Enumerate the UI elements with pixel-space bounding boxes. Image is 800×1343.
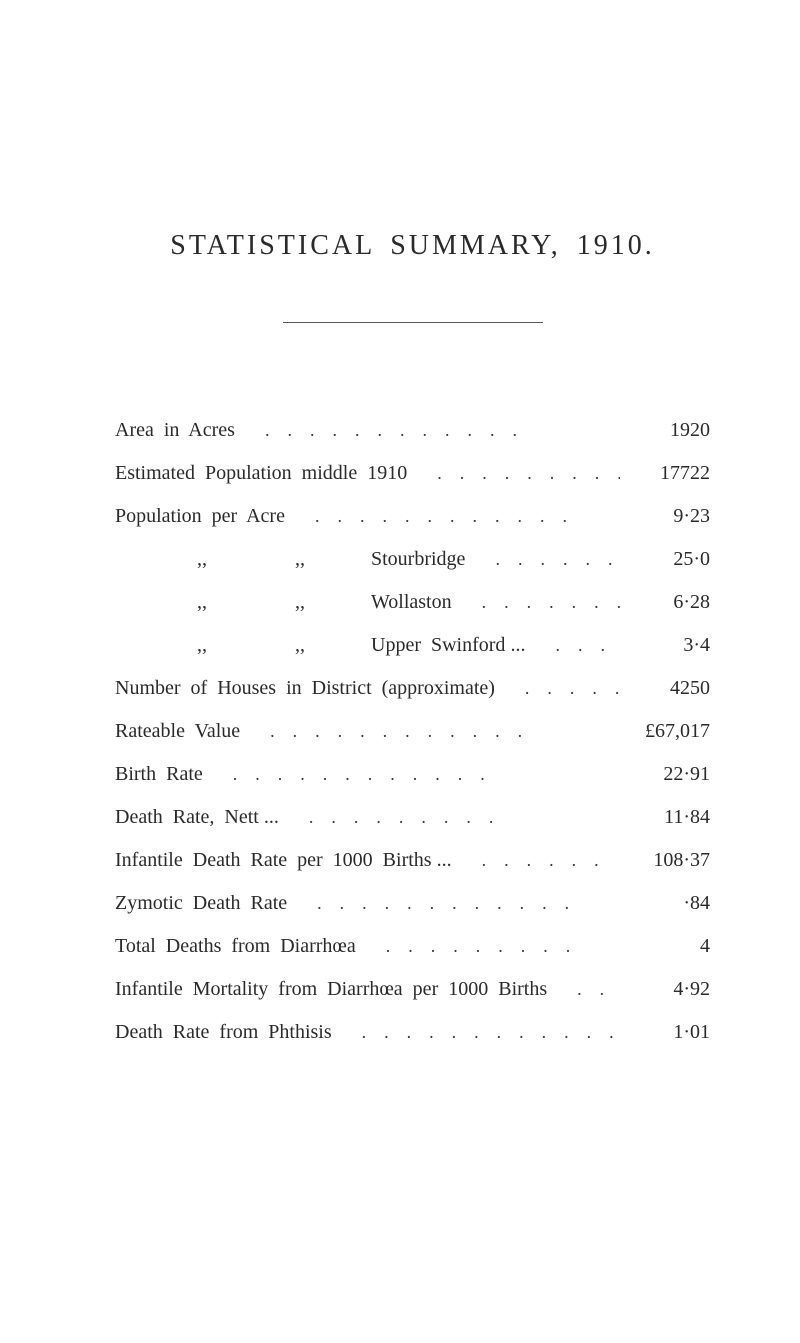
leader-dots: ......... [279, 807, 620, 829]
leader-dots: ......... [356, 936, 620, 958]
stat-label: Estimated Population middle 1910 [115, 461, 407, 485]
stat-row: Rateable Value............£67,017 [115, 719, 710, 743]
leader-dots: ... [547, 979, 620, 1001]
leader-dots: ............ [287, 893, 620, 915]
stat-label-text: Upper Swinford [371, 634, 505, 656]
stat-label: Death Rate, Nett ... [115, 805, 279, 829]
stat-row: Area in Acres............1920 [115, 418, 710, 442]
stat-label-text: Area in Acres [115, 419, 235, 441]
stat-label: Infantile Mortality from Diarrhœa per 10… [115, 977, 547, 1001]
stat-row: ,,,,Upper Swinford .........3·4 [115, 633, 710, 657]
stat-label-text: Population per Acre [115, 505, 285, 527]
stat-label: ,,,, Stourbridge [115, 547, 465, 571]
stat-label: Total Deaths from Diarrhœa [115, 934, 356, 958]
stat-value: £67,017 [600, 719, 710, 743]
leader-dots: ...... [495, 678, 620, 700]
leader-dots: ...... [452, 850, 620, 872]
stat-row: Infantile Death Rate per 1000 Births ...… [115, 848, 710, 872]
stat-row: Infantile Mortality from Diarrhœa per 10… [115, 977, 710, 1001]
stat-label: Death Rate from Phthisis [115, 1020, 332, 1044]
stat-label: ,,,, Upper Swinford ... [115, 633, 525, 657]
stat-row: Death Rate, Nett ............11·84 [115, 805, 710, 829]
stat-row: Birth Rate............22·91 [115, 762, 710, 786]
stat-label: Rateable Value [115, 719, 240, 743]
stat-row: Population per Acre............9·23 [115, 504, 710, 528]
stat-value: 108·37 [620, 848, 710, 872]
stat-row: Zymotic Death Rate............·84 [115, 891, 710, 915]
stat-value: 4 [620, 934, 710, 958]
stat-label: Number of Houses in District (approximat… [115, 676, 495, 700]
ditto-mark: ,, [175, 633, 229, 657]
stat-value: ·84 [620, 891, 710, 915]
stat-label-text: Total Deaths from Diarrhœa [115, 935, 356, 957]
stat-label-text: Wollaston [371, 591, 452, 613]
stat-row: Total Deaths from Diarrhœa.........4 [115, 934, 710, 958]
stat-row: ,,,, Wollaston.........6·28 [115, 590, 710, 614]
divider-wrap [115, 310, 710, 328]
stat-value: 4·92 [620, 977, 710, 1001]
trailing-dots: ... [432, 849, 452, 871]
stat-label-text: Number of Houses in District (approximat… [115, 677, 495, 699]
stat-value: 25·0 [620, 547, 710, 571]
trailing-dots: ... [505, 634, 525, 656]
stat-row: ,,,, Stourbridge.........25·0 [115, 547, 710, 571]
ditto-mark: ,, [273, 547, 327, 571]
stat-label-text: Estimated Population middle 1910 [115, 462, 407, 484]
stat-label-text: Rateable Value [115, 720, 240, 742]
ditto-mark: ,, [175, 547, 229, 571]
stat-label-text: Infantile Mortality from Diarrhœa per 10… [115, 978, 547, 1000]
stat-list: Area in Acres............1920Estimated P… [115, 418, 710, 1044]
divider [283, 322, 543, 323]
stat-value: 9·23 [620, 504, 710, 528]
stat-value: 6·28 [620, 590, 710, 614]
leader-dots: ............ [203, 764, 620, 786]
stat-value: 1920 [620, 418, 710, 442]
stat-value: 22·91 [620, 762, 710, 786]
stat-label: Area in Acres [115, 418, 235, 442]
leader-dots: ...... [525, 635, 620, 657]
stat-label-text: Zymotic Death Rate [115, 892, 287, 914]
trailing-dots: ... [259, 806, 279, 828]
stat-label: Birth Rate [115, 762, 203, 786]
leader-dots: ......... [452, 592, 620, 614]
stat-label-text: Stourbridge [371, 548, 465, 570]
stat-row: Number of Houses in District (approximat… [115, 676, 710, 700]
stat-value: 17722 [620, 461, 710, 485]
leader-dots: ......... [407, 463, 620, 485]
stat-label-text: Death Rate, Nett [115, 806, 259, 828]
stat-value: 11·84 [620, 805, 710, 829]
ditto-mark: ,, [175, 590, 229, 614]
stat-label: Infantile Death Rate per 1000 Births ... [115, 848, 452, 872]
stat-label: ,,,, Wollaston [115, 590, 452, 614]
leader-dots: ............ [240, 721, 600, 743]
stat-label: Zymotic Death Rate [115, 891, 287, 915]
page-title: STATISTICAL SUMMARY, 1910. [115, 230, 710, 262]
stat-row: Estimated Population middle 1910........… [115, 461, 710, 485]
stat-label-text: Death Rate from Phthisis [115, 1021, 332, 1043]
stat-label-text: Birth Rate [115, 763, 203, 785]
stat-label-text: Infantile Death Rate per 1000 Births [115, 849, 432, 871]
stat-label: Population per Acre [115, 504, 285, 528]
leader-dots: ............ [332, 1022, 620, 1044]
stat-value: 4250 [620, 676, 710, 700]
page: STATISTICAL SUMMARY, 1910. Area in Acres… [0, 0, 800, 1343]
leader-dots: ......... [465, 549, 620, 571]
leader-dots: ............ [285, 506, 620, 528]
stat-row: Death Rate from Phthisis............1·01 [115, 1020, 710, 1044]
leader-dots: ............ [235, 420, 620, 442]
stat-value: 1·01 [620, 1020, 710, 1044]
ditto-mark: ,, [273, 633, 327, 657]
stat-value: 3·4 [620, 633, 710, 657]
ditto-mark: ,, [273, 590, 327, 614]
